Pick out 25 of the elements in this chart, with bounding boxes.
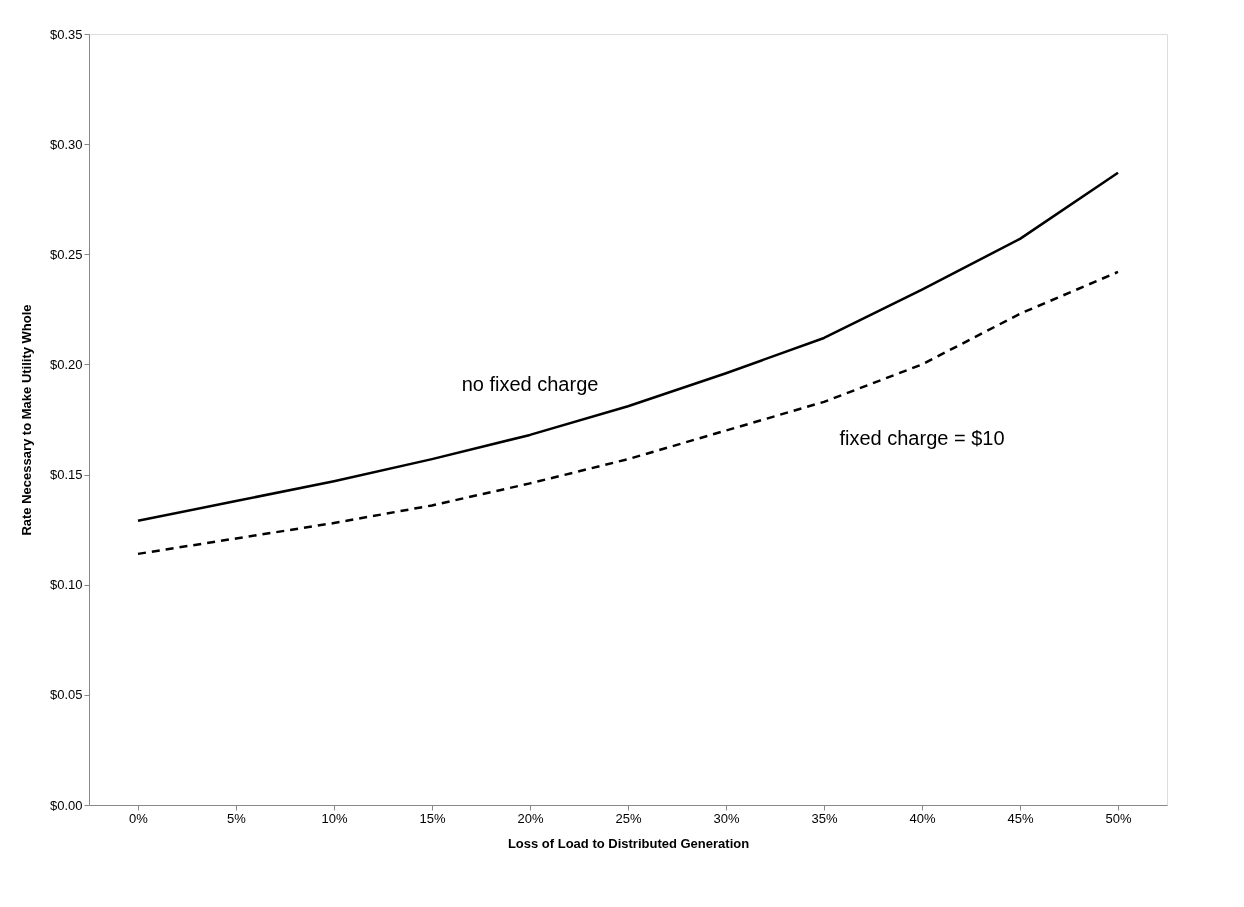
- y-tick-label: $0.10: [49, 577, 83, 593]
- x-tick-label: 50%: [1105, 810, 1132, 826]
- line-series: [136, 270, 1120, 556]
- y-tick-label: $0.20: [49, 356, 83, 372]
- x-tick-label: 30%: [713, 810, 740, 826]
- x-tick-label: 15%: [419, 810, 446, 826]
- y-axis-title: Rate Necessary to Make Utility Whole: [18, 304, 34, 536]
- series-label: fixed charge = $10: [839, 427, 1005, 450]
- x-tick-label: 35%: [811, 810, 838, 826]
- y-tick-label: $0.05: [49, 687, 83, 703]
- line-series: [136, 171, 1120, 523]
- x-tick-label: 45%: [1007, 810, 1034, 826]
- y-tick-label: $0.35: [49, 26, 83, 42]
- x-tick-label: 5%: [227, 810, 247, 826]
- x-tick-label: 25%: [615, 810, 642, 826]
- x-tick-label: 20%: [517, 810, 544, 826]
- y-tick-label: $0.00: [49, 797, 83, 813]
- y-tick-label: $0.30: [49, 136, 83, 152]
- series-label: no fixed charge: [461, 372, 599, 395]
- x-tick-label: 0%: [129, 810, 149, 826]
- x-tick-label: 10%: [321, 810, 348, 826]
- y-tick-label: $0.25: [49, 246, 83, 262]
- x-axis-title: Loss of Load to Distributed Generation: [507, 835, 750, 851]
- y-tick-label: $0.15: [49, 467, 83, 483]
- x-tick-label: 40%: [909, 810, 936, 826]
